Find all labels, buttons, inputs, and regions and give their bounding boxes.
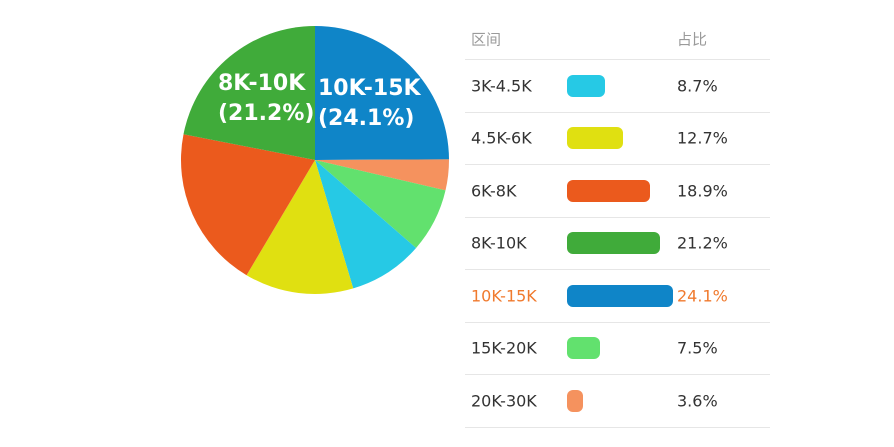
pie-slice-20k-30k	[315, 159, 449, 191]
row-pct: 8.7%	[677, 76, 718, 96]
pie-slice-4-5k-6k	[246, 160, 354, 294]
pie-slice-10k-15k	[315, 26, 449, 160]
row-pct: 18.9%	[677, 181, 728, 201]
distribution-table: 区间 占比 3K-4.5K 8.7% 4.5K-6K 12.7% 6K-8K 1…	[465, 18, 770, 428]
row-pct: 7.5%	[677, 338, 718, 358]
pie-chart-svg: 10K-15K (24.1%) 8K-10K (21.2%)	[181, 26, 449, 294]
row-range: 10K-15K	[471, 286, 537, 306]
pie-chart: 10K-15K (24.1%) 8K-10K (21.2%)	[181, 26, 449, 294]
table-row: 8K-10K 21.2%	[465, 218, 770, 270]
table-row-highlighted: 10K-15K 24.1%	[465, 270, 770, 323]
row-bar	[567, 232, 661, 255]
header-range: 区间	[471, 30, 502, 48]
row-pct: 3.6%	[677, 391, 718, 411]
row-range: 6K-8K	[471, 181, 517, 201]
row-range: 20K-30K	[471, 391, 537, 411]
row-pct: 21.2%	[677, 233, 728, 253]
row-bar	[567, 127, 623, 150]
row-bar	[567, 179, 651, 202]
row-bar	[567, 284, 673, 307]
header-pct: 占比	[677, 30, 708, 48]
pie-slice-6k-8k	[181, 134, 315, 276]
slice-label-8k-10k-pct: (21.2%)	[218, 101, 314, 126]
pie-slice-3k-4-5k	[315, 160, 417, 289]
row-range: 4.5K-6K	[471, 128, 532, 148]
table-row: 3K-4.5K 8.7%	[465, 60, 770, 113]
slice-label-10k-15k-range: 10K-15K	[318, 76, 421, 101]
table-row: 15K-20K 7.5%	[465, 323, 770, 375]
table-header: 区间 占比	[465, 18, 770, 60]
slice-label-8k-10k-range: 8K-10K	[218, 71, 306, 96]
table-row: 20K-30K 3.6%	[465, 375, 770, 428]
pie-slice-15k-20k	[315, 160, 446, 248]
table-row: 6K-8K 18.9%	[465, 165, 770, 218]
row-pct: 12.7%	[677, 128, 728, 148]
table-row: 4.5K-6K 12.7%	[465, 113, 770, 165]
slice-label-10k-15k-pct: (24.1%)	[318, 106, 414, 131]
row-bar	[567, 337, 600, 360]
row-bar	[567, 74, 606, 97]
row-pct: 24.1%	[677, 286, 728, 306]
row-range: 8K-10K	[471, 233, 527, 253]
row-range: 15K-20K	[471, 338, 537, 358]
pie-slice-8k-10k	[183, 26, 315, 160]
row-range: 3K-4.5K	[471, 76, 532, 96]
row-bar	[567, 389, 583, 412]
